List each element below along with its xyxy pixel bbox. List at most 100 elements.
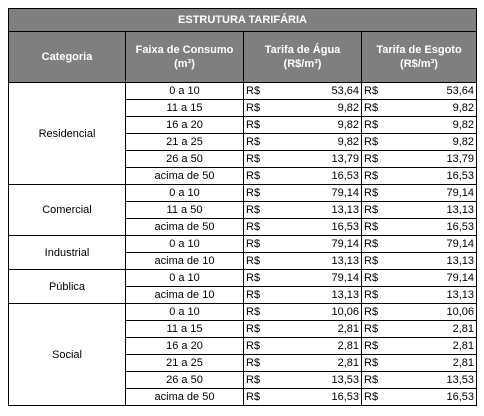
currency-symbol: R$	[246, 357, 261, 369]
header-line: Tarifa de Água	[264, 44, 341, 56]
value-wrap: R$ 13,13	[246, 253, 359, 269]
value-wrap: R$ 79,14	[364, 270, 474, 286]
currency-symbol: R$	[364, 374, 379, 386]
value-wrap: R$ 53,64	[364, 83, 474, 99]
value-wrap: R$ 9,82	[246, 134, 359, 150]
water-tariff-cell: R$ 16,53	[243, 167, 362, 185]
range-cell: acima de 50	[125, 218, 244, 236]
currency-symbol: R$	[246, 323, 261, 335]
water-tariff-cell: R$ 13,53	[243, 371, 362, 389]
tariff-value: 9,82	[337, 136, 359, 148]
range-cell: 16 a 20	[125, 337, 244, 355]
value-wrap: R$ 79,14	[246, 236, 359, 252]
currency-symbol: R$	[246, 238, 261, 250]
table-title: ESTRUTURA TARIFÁRIA	[8, 8, 477, 32]
value-wrap: R$ 13,53	[364, 372, 474, 388]
table-row: 21 a 25 R$ 2,81 R$ 2,81	[9, 354, 477, 372]
tariff-value: 2,81	[452, 323, 474, 335]
value-wrap: R$ 13,13	[246, 287, 359, 303]
sewage-tariff-cell: R$ 10,06	[361, 303, 477, 321]
value-wrap: R$ 2,81	[364, 338, 474, 354]
table-row: acima de 10 R$ 13,13 R$ 13,13	[9, 286, 477, 304]
currency-symbol: R$	[364, 119, 379, 131]
water-tariff-cell: R$ 79,14	[243, 235, 362, 253]
tariff-value: 2,81	[337, 323, 359, 335]
header-line: Categoria	[41, 51, 93, 63]
title-row: ESTRUTURA TARIFÁRIA	[8, 8, 477, 32]
currency-symbol: R$	[246, 374, 261, 386]
range-cell: 0 a 10	[125, 235, 244, 253]
value-wrap: R$ 79,14	[364, 236, 474, 252]
range-cell: 26 a 50	[125, 371, 244, 389]
value-wrap: R$ 2,81	[246, 355, 359, 371]
value-wrap: R$ 13,79	[246, 151, 359, 167]
category-cell: Residencial	[8, 82, 126, 185]
tariff-value: 13,13	[331, 255, 359, 267]
sewage-tariff-cell: R$ 13,13	[361, 252, 477, 270]
tariff-value: 79,14	[446, 238, 474, 250]
category-cell: Social	[8, 303, 126, 406]
tariff-value: 13,13	[446, 255, 474, 267]
table-row: 11 a 15 R$ 9,82 R$ 9,82	[9, 99, 477, 117]
currency-symbol: R$	[246, 340, 261, 352]
currency-symbol: R$	[364, 272, 379, 284]
header-line: (R$/m³)	[283, 58, 322, 70]
currency-symbol: R$	[364, 391, 379, 403]
value-wrap: R$ 2,81	[364, 355, 474, 371]
currency-symbol: R$	[246, 85, 261, 97]
value-wrap: R$ 9,82	[364, 100, 474, 116]
currency-symbol: R$	[364, 204, 379, 216]
tariff-value: 53,64	[446, 85, 474, 97]
column-header: Tarifa de Esgoto (R$/m³)	[361, 31, 477, 83]
water-tariff-cell: R$ 13,13	[243, 252, 362, 270]
sewage-tariff-cell: R$ 9,82	[361, 99, 477, 117]
tariff-value: 79,14	[446, 272, 474, 284]
tariff-value: 13,79	[446, 153, 474, 165]
currency-symbol: R$	[364, 306, 379, 318]
value-wrap: R$ 9,82	[246, 100, 359, 116]
header-line: (R$/m³)	[400, 58, 438, 70]
tariff-value: 79,14	[446, 187, 474, 199]
currency-symbol: R$	[246, 289, 261, 301]
tariff-value: 16,53	[331, 221, 359, 233]
value-wrap: R$ 2,81	[246, 338, 359, 354]
sewage-tariff-cell: R$ 79,14	[361, 184, 477, 202]
table-row: acima de 50 R$ 16,53 R$ 16,53	[9, 388, 477, 406]
water-tariff-cell: R$ 10,06	[243, 303, 362, 321]
water-tariff-cell: R$ 2,81	[243, 337, 362, 355]
value-wrap: R$ 53,64	[246, 83, 359, 99]
currency-symbol: R$	[246, 204, 261, 216]
tariff-value: 2,81	[452, 357, 474, 369]
currency-symbol: R$	[364, 238, 379, 250]
range-cell: 0 a 10	[125, 184, 244, 202]
table-row: Pública 0 a 10 R$ 79,14 R$ 79,14	[8, 269, 477, 304]
currency-symbol: R$	[364, 102, 379, 114]
column-header: Faixa de Consumo (m³)	[125, 31, 244, 83]
tariff-value: 16,53	[446, 170, 474, 182]
tariff-value: 79,14	[331, 272, 359, 284]
value-wrap: R$ 16,53	[246, 219, 359, 235]
tariff-value: 2,81	[337, 357, 359, 369]
sewage-tariff-cell: R$ 79,14	[361, 235, 477, 253]
water-tariff-cell: R$ 2,81	[243, 354, 362, 372]
sewage-tariff-cell: R$ 13,79	[361, 150, 477, 168]
sewage-tariff-cell: R$ 53,64	[361, 82, 477, 100]
water-tariff-cell: R$ 13,13	[243, 286, 362, 304]
tariff-value: 13,79	[331, 153, 359, 165]
value-wrap: R$ 79,14	[246, 185, 359, 201]
value-wrap: R$ 9,82	[364, 117, 474, 133]
currency-symbol: R$	[364, 340, 379, 352]
tariff-value: 13,13	[446, 204, 474, 216]
range-cell: acima de 50	[125, 388, 244, 406]
tariff-value: 2,81	[337, 340, 359, 352]
water-tariff-cell: R$ 79,14	[243, 184, 362, 202]
tariff-value: 16,53	[331, 391, 359, 403]
currency-symbol: R$	[246, 102, 261, 114]
value-wrap: R$ 16,53	[246, 168, 359, 184]
tariff-value: 9,82	[452, 102, 474, 114]
tariff-value: 9,82	[452, 136, 474, 148]
tariff-value: 9,82	[452, 119, 474, 131]
currency-symbol: R$	[364, 153, 379, 165]
tariff-value: 16,53	[331, 170, 359, 182]
table-head: ESTRUTURA TARIFÁRIA Categoria Faixa de Co…	[8, 8, 477, 83]
